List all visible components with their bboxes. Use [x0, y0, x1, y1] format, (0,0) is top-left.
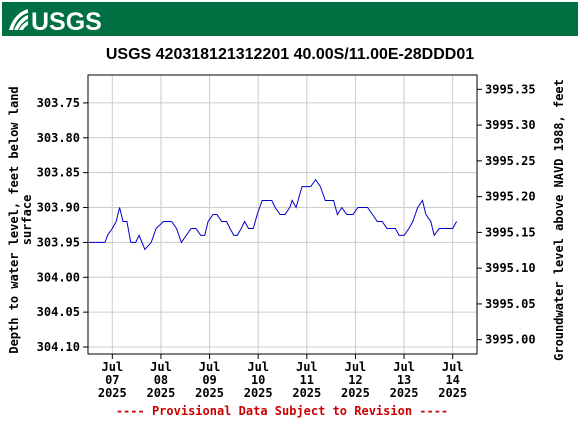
x-tick-label: 13 [397, 373, 411, 387]
x-tick-label: 11 [300, 373, 314, 387]
chart-title: USGS 420318121312201 40.00S/11.00E-28DDD… [106, 46, 474, 63]
x-tick-label: Jul [442, 360, 464, 374]
x-tick-label: 14 [445, 373, 459, 387]
x-tick-label: 07 [105, 373, 119, 387]
x-tick-label: 12 [348, 373, 362, 387]
usgs-logo-text: USGS [31, 8, 102, 36]
x-tick-label: 09 [202, 373, 216, 387]
x-tick-label: 2025 [438, 386, 467, 400]
left-axis-label-line2: surface [20, 195, 34, 246]
left-tick-label: 303.85 [37, 166, 80, 180]
x-tick-label: Jul [199, 360, 221, 374]
x-tick-label: Jul [247, 360, 269, 374]
left-tick-label: 304.00 [37, 270, 80, 284]
x-tick-label: 2025 [146, 386, 175, 400]
right-axis: 3995.35 3995.30 3995.25 3995.20 3995.15 3995.… [477, 82, 536, 347]
provisional-note: ---- Provisional Data Subject to Revisio… [116, 404, 448, 418]
x-tick-label: Jul [101, 360, 123, 374]
plot-grid [88, 75, 477, 354]
left-tick-label: 304.05 [37, 305, 80, 319]
right-tick-label: 3995.35 [485, 82, 536, 96]
left-tick-label: 303.90 [37, 201, 80, 215]
right-tick-label: 3995.30 [485, 118, 536, 132]
right-tick-label: 3995.05 [485, 297, 536, 311]
x-tick-label: Jul [393, 360, 415, 374]
left-axis-label: Depth to water level, feet below land su… [7, 86, 34, 353]
right-tick-label: 3995.25 [485, 154, 536, 168]
left-axis: 303.75 303.80 303.85 303.90 303.95 304.00 304.… [37, 96, 88, 354]
left-axis-label-line1: Depth to water level, feet below land [7, 86, 21, 353]
right-tick-label: 3995.20 [485, 190, 536, 204]
x-tick-label: 10 [251, 373, 265, 387]
right-tick-label: 3995.00 [485, 333, 536, 347]
usgs-banner [2, 2, 578, 36]
water-level-series-line [89, 178, 458, 251]
x-tick-label: 2025 [292, 386, 321, 400]
plot-frame [87, 74, 478, 355]
usgs-logo-icon [9, 9, 28, 30]
x-tick-label: 2025 [195, 386, 224, 400]
x-tick-label: Jul [150, 360, 172, 374]
x-tick-label: 08 [154, 373, 168, 387]
right-tick-label: 3995.15 [485, 225, 536, 239]
x-tick-label: 2025 [244, 386, 273, 400]
left-tick-label: 303.75 [37, 96, 80, 110]
x-tick-label: 2025 [390, 386, 419, 400]
left-tick-label: 303.80 [37, 131, 80, 145]
x-tick-label: Jul [296, 360, 318, 374]
x-tick-label: Jul [345, 360, 367, 374]
left-tick-label: 303.95 [37, 235, 80, 249]
x-tick-label: 2025 [98, 386, 127, 400]
right-axis-label-text: Groundwater level above NAVD 1988, feet [552, 79, 566, 361]
left-tick-label: 304.10 [37, 340, 80, 354]
x-tick-label: 2025 [341, 386, 370, 400]
x-axis: Jul072025Jul082025Jul092025Jul102025Jul1… [98, 354, 467, 400]
right-axis-label: Groundwater level above NAVD 1988, feet [552, 79, 566, 361]
series-layer [89, 178, 458, 251]
right-tick-label: 3995.10 [485, 261, 536, 275]
